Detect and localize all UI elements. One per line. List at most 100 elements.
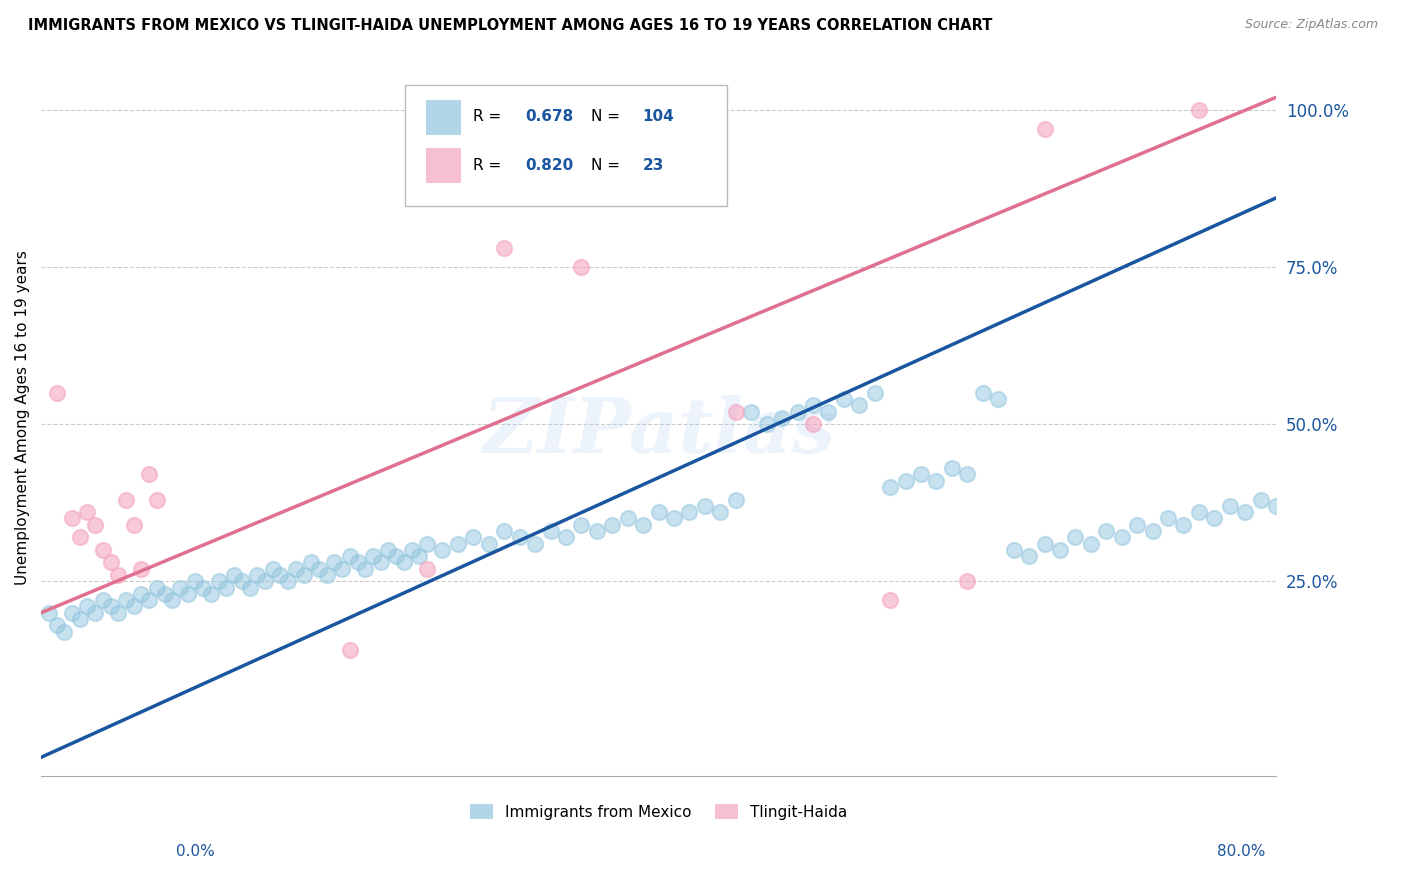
Point <box>131 587 153 601</box>
Text: N =: N = <box>591 110 624 124</box>
Point <box>662 511 685 525</box>
Point <box>299 556 322 570</box>
Point <box>339 643 361 657</box>
Point <box>100 599 122 614</box>
Point <box>69 530 91 544</box>
Point <box>1250 492 1272 507</box>
Point <box>208 574 231 589</box>
Point <box>131 562 153 576</box>
Point <box>540 524 562 538</box>
Point <box>262 562 284 576</box>
Point <box>941 461 963 475</box>
Point <box>308 562 330 576</box>
Point <box>122 599 145 614</box>
Point <box>432 542 454 557</box>
Y-axis label: Unemployment Among Ages 16 to 19 years: Unemployment Among Ages 16 to 19 years <box>15 251 30 585</box>
Point <box>339 549 361 564</box>
Point <box>354 562 377 576</box>
Point <box>138 593 160 607</box>
Point <box>571 260 593 274</box>
Point <box>107 606 129 620</box>
Point <box>770 410 793 425</box>
Text: R =: R = <box>474 110 506 124</box>
Point <box>879 593 901 607</box>
Point <box>76 599 98 614</box>
Point <box>153 587 176 601</box>
Point <box>361 549 384 564</box>
Point <box>138 467 160 482</box>
Point <box>60 606 83 620</box>
Point <box>724 492 747 507</box>
Point <box>616 511 638 525</box>
Point <box>1234 505 1257 519</box>
Point <box>231 574 253 589</box>
Point <box>100 556 122 570</box>
Point <box>1095 524 1118 538</box>
Point <box>107 568 129 582</box>
Point <box>571 517 593 532</box>
Text: 0.820: 0.820 <box>526 158 574 173</box>
Point <box>848 398 870 412</box>
Point <box>45 618 67 632</box>
Point <box>447 536 470 550</box>
Point <box>69 612 91 626</box>
Point <box>1219 499 1241 513</box>
Point <box>408 549 430 564</box>
Point <box>693 499 716 513</box>
Point <box>894 474 917 488</box>
Point <box>385 549 408 564</box>
Point <box>292 568 315 582</box>
Point <box>330 562 353 576</box>
Point <box>1033 121 1056 136</box>
Text: 23: 23 <box>643 158 664 173</box>
Point <box>53 624 76 639</box>
Point <box>91 542 114 557</box>
Point <box>1157 511 1180 525</box>
Point <box>115 492 138 507</box>
Point <box>647 505 669 519</box>
Text: IMMIGRANTS FROM MEXICO VS TLINGIT-HAIDA UNEMPLOYMENT AMONG AGES 16 TO 19 YEARS C: IMMIGRANTS FROM MEXICO VS TLINGIT-HAIDA … <box>28 18 993 33</box>
Point <box>392 556 415 570</box>
Point <box>1064 530 1087 544</box>
Point <box>84 606 107 620</box>
Point <box>146 581 169 595</box>
Point <box>678 505 700 519</box>
Point <box>84 517 107 532</box>
Point <box>509 530 531 544</box>
Point <box>169 581 191 595</box>
Point <box>494 524 516 538</box>
Point <box>987 392 1010 406</box>
Point <box>146 492 169 507</box>
Point <box>524 536 547 550</box>
Point <box>162 593 184 607</box>
Point <box>600 517 623 532</box>
Point <box>586 524 609 538</box>
Point <box>1111 530 1133 544</box>
Point <box>269 568 291 582</box>
Point <box>76 505 98 519</box>
Text: 80.0%: 80.0% <box>1218 845 1265 859</box>
Text: 104: 104 <box>643 110 675 124</box>
Text: Source: ZipAtlas.com: Source: ZipAtlas.com <box>1244 18 1378 31</box>
Point <box>1188 103 1211 117</box>
Point <box>277 574 299 589</box>
Point <box>416 536 439 550</box>
Point <box>863 385 886 400</box>
Point <box>193 581 215 595</box>
Point <box>801 398 824 412</box>
Point <box>956 467 979 482</box>
Point <box>832 392 855 406</box>
Point <box>1080 536 1102 550</box>
Text: N =: N = <box>591 158 624 173</box>
Point <box>253 574 276 589</box>
Point <box>115 593 138 607</box>
Point <box>1173 517 1195 532</box>
Point <box>370 556 392 570</box>
Point <box>323 556 346 570</box>
Legend: Immigrants from Mexico, Tlingit-Haida: Immigrants from Mexico, Tlingit-Haida <box>464 797 853 826</box>
Point <box>1018 549 1040 564</box>
Text: 0.678: 0.678 <box>526 110 574 124</box>
Point <box>1033 536 1056 550</box>
Point <box>38 606 60 620</box>
Point <box>478 536 501 550</box>
